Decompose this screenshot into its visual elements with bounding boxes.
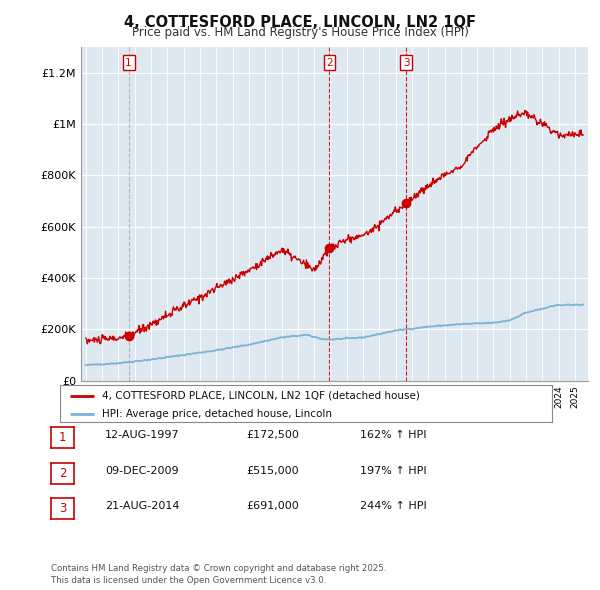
Text: 1: 1 [125, 58, 132, 68]
Text: Contains HM Land Registry data © Crown copyright and database right 2025.
This d: Contains HM Land Registry data © Crown c… [51, 565, 386, 585]
Text: 09-DEC-2009: 09-DEC-2009 [105, 466, 179, 476]
Text: 4, COTTESFORD PLACE, LINCOLN, LN2 1QF (detached house): 4, COTTESFORD PLACE, LINCOLN, LN2 1QF (d… [102, 391, 419, 401]
Text: 162% ↑ HPI: 162% ↑ HPI [360, 431, 427, 440]
Text: 4, COTTESFORD PLACE, LINCOLN, LN2 1QF: 4, COTTESFORD PLACE, LINCOLN, LN2 1QF [124, 15, 476, 30]
Text: £691,000: £691,000 [246, 502, 299, 511]
Text: 3: 3 [403, 58, 409, 68]
Text: 244% ↑ HPI: 244% ↑ HPI [360, 502, 427, 511]
Text: £515,000: £515,000 [246, 466, 299, 476]
Text: 1: 1 [59, 431, 66, 444]
Text: 197% ↑ HPI: 197% ↑ HPI [360, 466, 427, 476]
Text: 3: 3 [59, 502, 66, 515]
Text: HPI: Average price, detached house, Lincoln: HPI: Average price, detached house, Linc… [102, 409, 332, 419]
Text: £172,500: £172,500 [246, 431, 299, 440]
Text: Price paid vs. HM Land Registry's House Price Index (HPI): Price paid vs. HM Land Registry's House … [131, 26, 469, 39]
Text: 2: 2 [59, 467, 66, 480]
Text: 12-AUG-1997: 12-AUG-1997 [105, 431, 179, 440]
Text: 21-AUG-2014: 21-AUG-2014 [105, 502, 179, 511]
Text: 2: 2 [326, 58, 333, 68]
